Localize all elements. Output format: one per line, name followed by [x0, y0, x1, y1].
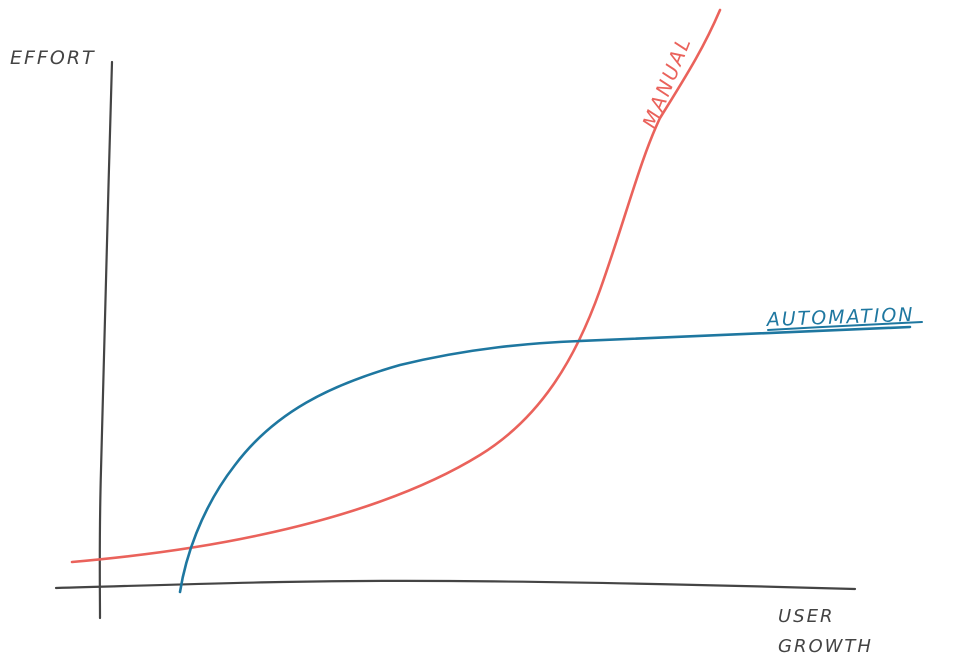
curve-label: MANUAL	[637, 33, 696, 132]
x-axis-label: USER	[778, 606, 834, 627]
y-axis-label: EFFORT	[10, 47, 96, 69]
curve-label: AUTOMATION	[764, 304, 915, 331]
manual-curve	[70, 8, 722, 564]
x-axis	[54, 579, 857, 591]
x-axis-label: GROWTH	[778, 636, 873, 657]
y-axis	[98, 60, 114, 620]
automation-curve	[178, 325, 912, 594]
label-underline	[767, 321, 923, 331]
